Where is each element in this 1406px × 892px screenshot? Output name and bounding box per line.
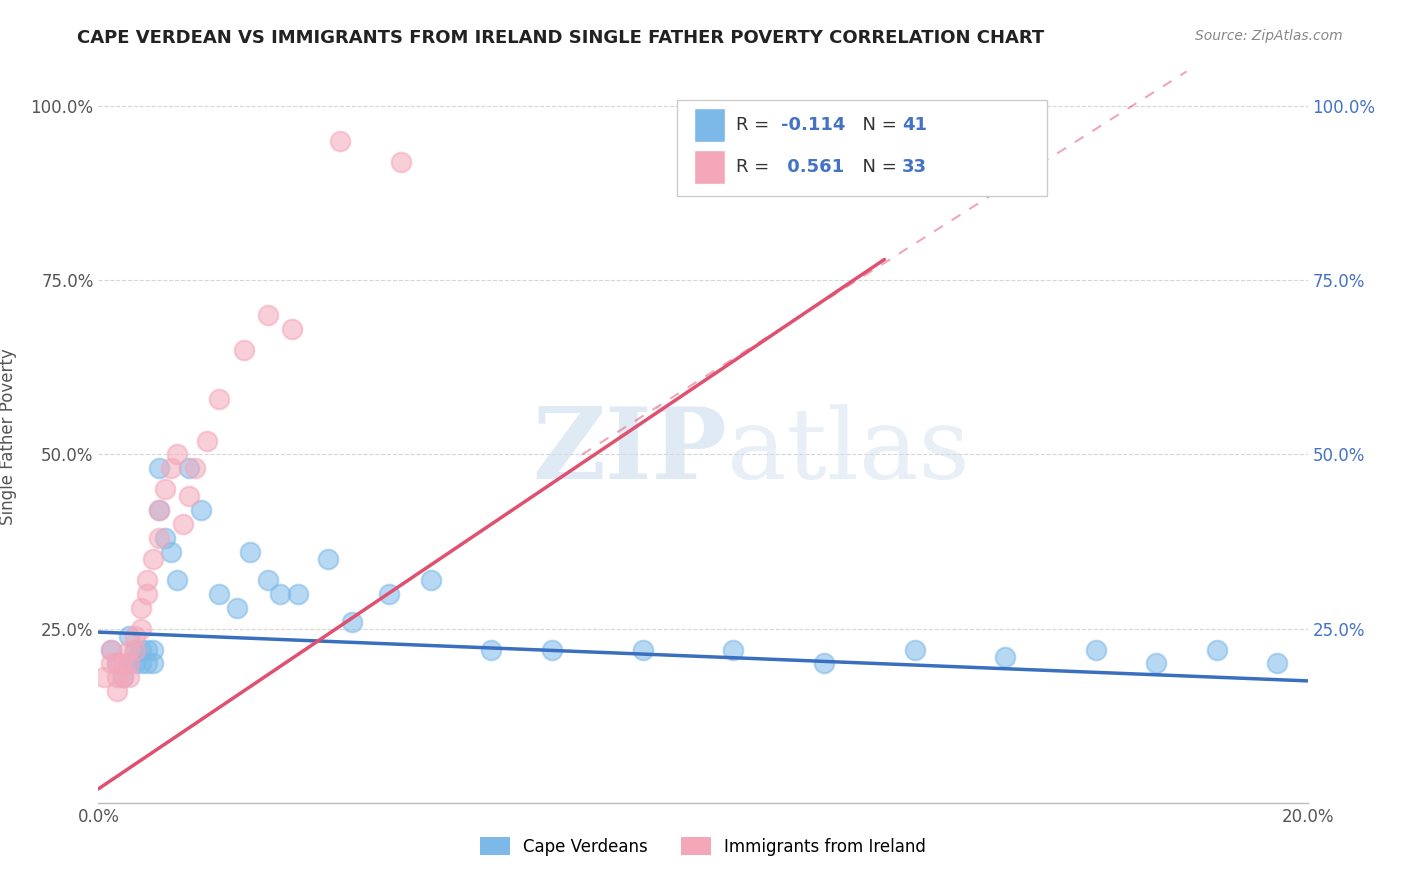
Point [420, 573, 443, 587]
Point [994, 649, 1017, 664]
Point [481, 642, 503, 657]
Point [135, 573, 157, 587]
Point [118, 657, 141, 671]
Point [269, 587, 291, 601]
Point [135, 657, 157, 671]
Point [129, 657, 152, 671]
Point [377, 587, 399, 601]
Point [232, 343, 254, 357]
Y-axis label: Single Father Poverty: Single Father Poverty [0, 349, 17, 525]
Point [281, 322, 304, 336]
Point [111, 657, 134, 671]
Point [631, 642, 654, 657]
Text: atlas: atlas [727, 404, 970, 500]
Point [389, 155, 412, 169]
Point [179, 461, 201, 475]
Point [100, 657, 122, 671]
Text: N =: N = [852, 116, 903, 134]
Point [105, 657, 128, 671]
Point [190, 503, 212, 517]
Point [148, 503, 170, 517]
Point [135, 587, 157, 601]
Point [105, 684, 128, 698]
Point [287, 587, 309, 601]
Point [129, 600, 152, 615]
Point [172, 517, 194, 532]
Point [1144, 657, 1167, 671]
Point [195, 434, 218, 448]
Point [142, 552, 165, 566]
Point [1267, 657, 1289, 671]
Point [148, 503, 170, 517]
Point [142, 657, 165, 671]
Point [166, 448, 188, 462]
Text: CAPE VERDEAN VS IMMIGRANTS FROM IRELAND SINGLE FATHER POVERTY CORRELATION CHART: CAPE VERDEAN VS IMMIGRANTS FROM IRELAND … [77, 29, 1045, 46]
Point [118, 670, 141, 684]
Point [904, 642, 927, 657]
Point [124, 642, 146, 657]
Point [153, 483, 176, 497]
Legend: Cape Verdeans, Immigrants from Ireland: Cape Verdeans, Immigrants from Ireland [471, 830, 935, 864]
Text: 0.561: 0.561 [782, 158, 844, 176]
Point [124, 642, 146, 657]
Point [166, 573, 188, 587]
Point [723, 642, 745, 657]
Point [111, 670, 134, 684]
Text: R =: R = [737, 116, 775, 134]
Point [93, 670, 115, 684]
Text: 41: 41 [903, 116, 927, 134]
Point [1206, 642, 1229, 657]
Text: Source: ZipAtlas.com: Source: ZipAtlas.com [1195, 29, 1343, 43]
Point [179, 489, 201, 503]
Point [100, 642, 122, 657]
Text: 33: 33 [903, 158, 927, 176]
Point [124, 629, 146, 643]
Point [105, 670, 128, 684]
Text: -0.114: -0.114 [782, 116, 845, 134]
Point [118, 642, 141, 657]
Point [342, 615, 364, 629]
Point [239, 545, 262, 559]
Point [208, 587, 231, 601]
Point [226, 600, 249, 615]
Text: N =: N = [852, 158, 903, 176]
Point [129, 642, 152, 657]
Point [256, 573, 278, 587]
Point [148, 461, 170, 475]
Point [124, 657, 146, 671]
Point [316, 552, 339, 566]
Text: ZIP: ZIP [533, 403, 727, 500]
Point [135, 642, 157, 657]
Point [148, 531, 170, 545]
Point [118, 657, 141, 671]
Text: R =: R = [737, 158, 775, 176]
Point [1085, 642, 1108, 657]
Point [142, 642, 165, 657]
Point [256, 308, 278, 322]
Point [111, 670, 134, 684]
Point [100, 642, 122, 657]
Point [153, 531, 176, 545]
Point [160, 461, 183, 475]
Point [118, 629, 141, 643]
Point [129, 622, 152, 636]
Point [160, 545, 183, 559]
Point [540, 642, 562, 657]
Point [813, 657, 835, 671]
Point [105, 657, 128, 671]
Point [329, 134, 352, 148]
Point [208, 392, 231, 406]
Point [184, 461, 207, 475]
